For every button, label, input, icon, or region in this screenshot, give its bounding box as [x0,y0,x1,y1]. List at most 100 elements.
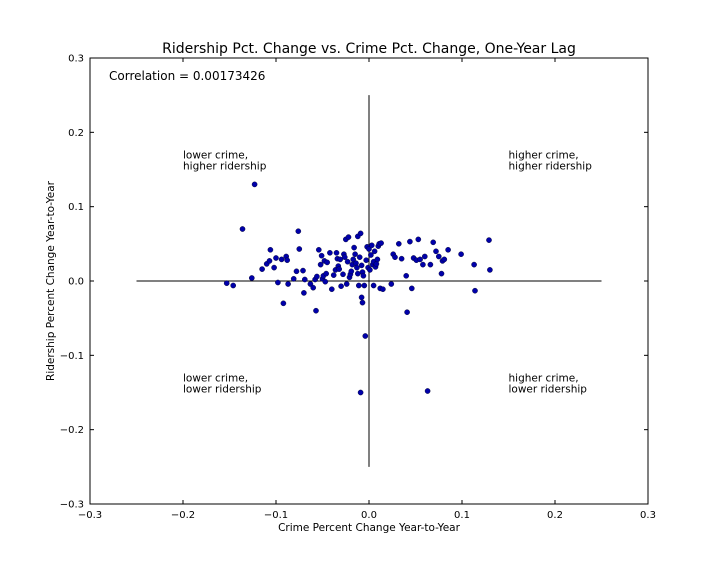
data-point [296,246,303,252]
quadrant-annotation: lower crime, higher ridership [183,149,267,172]
y-tick-label: 0.0 [68,277,84,288]
data-point [407,238,413,245]
data-point [380,286,386,293]
data-points [223,181,493,396]
data-point [318,252,325,259]
data-point [370,282,377,289]
data-point [324,259,331,266]
quadrant-annotation-line: higher ridership [183,160,267,172]
data-point [354,264,360,271]
data-point [275,279,281,286]
data-point [351,244,357,251]
data-point [398,255,405,262]
x-tick-label: −0.1 [264,510,288,521]
data-point [471,261,477,268]
data-point [417,256,423,263]
data-point [395,240,402,247]
y-tick-label: 0.1 [68,202,84,213]
data-point [441,256,448,263]
data-point [284,257,291,264]
data-point [435,253,442,260]
data-point [348,268,355,275]
x-tick-label: 0.0 [361,510,377,521]
data-point [445,246,451,253]
chart-title: Ridership Pct. Change vs. Crime Pct. Cha… [162,41,576,57]
data-point [300,267,306,274]
quadrant-annotation-line: lower ridership [509,383,588,395]
y-tick-label: −0.3 [60,500,84,511]
data-point [355,282,362,289]
data-point [273,255,279,261]
data-point [307,281,314,287]
data-point [415,236,422,243]
y-tick-label: −0.1 [60,351,84,362]
data-point [378,240,384,246]
data-point [427,261,434,268]
data-point [285,281,291,287]
data-point [337,256,344,263]
data-point [280,300,287,307]
data-point [420,261,426,268]
data-point [327,249,333,256]
data-point [344,258,351,265]
data-point [486,237,492,243]
correlation-label: Correlation = 0.00173426 [109,69,265,83]
data-point [367,267,373,273]
data-point [366,246,372,252]
data-point [290,275,297,282]
quadrant-annotation-line: higher crime, [509,149,579,161]
x-tick-label: 0.3 [640,510,656,521]
quadrant-annotation-line: higher crime, [509,372,579,384]
data-point [310,284,317,291]
data-point [323,270,330,277]
data-point [259,266,265,272]
y-tick-label: 0.2 [68,128,84,139]
quadrant-annotation: higher crime, higher ridership [509,149,593,172]
data-point [354,270,361,277]
quadrant-annotation: lower crime, lower ridership [183,372,262,395]
data-point [317,261,324,268]
data-point [322,278,329,285]
data-point [345,234,352,240]
x-tick-label: −0.2 [171,510,195,521]
quadrant-annotation-line: lower crime, [183,372,248,384]
data-point [424,388,431,394]
data-point [336,266,343,272]
data-point [408,285,415,292]
data-point [223,280,230,287]
data-point [388,281,395,287]
x-tick-label: 0.1 [454,510,470,521]
data-point [271,264,277,271]
data-point [361,282,368,289]
data-point [350,256,357,263]
data-point [301,290,307,296]
data-point [373,261,380,267]
data-point [359,299,366,306]
quadrant-reference-lines [136,95,602,467]
y-tick-label: 0.3 [68,54,84,65]
data-point [404,309,410,316]
data-point [266,258,273,264]
data-point [341,254,348,261]
data-point [368,252,374,258]
data-point [301,276,308,283]
data-point [251,181,258,188]
x-tick-label: −0.3 [78,510,102,521]
data-point [433,248,439,255]
quadrant-annotation-line: lower ridership [183,383,262,395]
data-point [421,253,428,260]
quadrant-annotation-line: higher ridership [509,160,593,172]
y-tick-label: −0.2 [60,425,84,436]
data-point [357,389,364,396]
data-point [363,257,370,264]
data-point [403,272,410,279]
data-point [357,230,364,237]
data-point [368,242,375,249]
data-point [338,283,344,290]
data-point [352,251,358,257]
data-point [293,268,300,275]
data-point [362,333,369,339]
data-point [458,251,464,257]
